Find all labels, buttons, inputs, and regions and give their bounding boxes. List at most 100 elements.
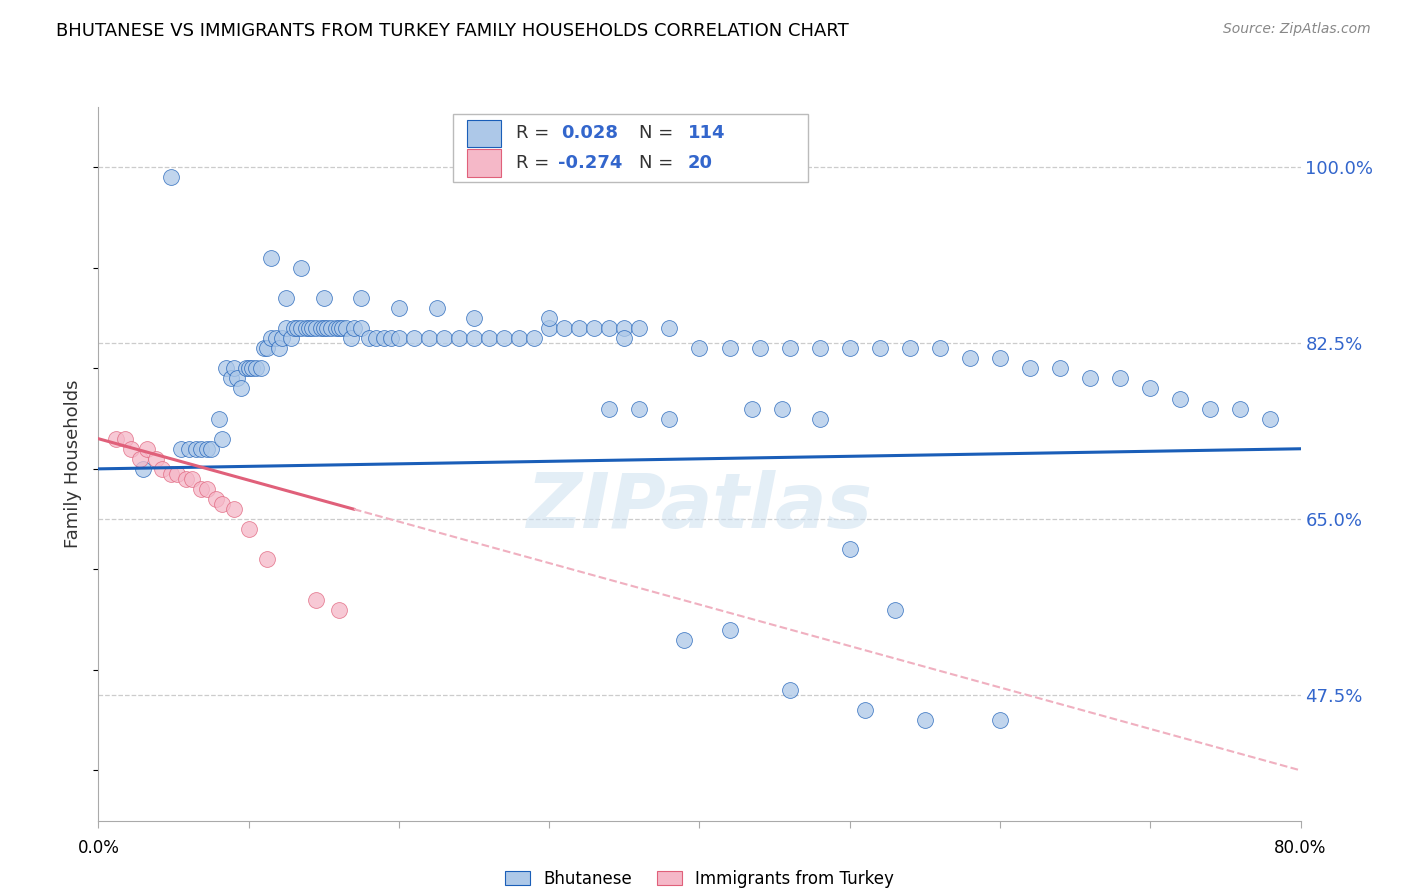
Bar [467,150,501,177]
Text: 20: 20 [688,154,713,172]
Point [869,341,891,355]
Point [779,683,801,698]
Point [222,502,245,516]
Point [245,361,267,376]
Point [748,341,770,355]
Text: 0.0%: 0.0% [77,838,120,856]
Point [350,321,373,335]
Point [121,442,143,456]
Point [328,602,350,616]
Text: BHUTANESE VS IMMIGRANTS FROM TURKEY FAMILY HOUSEHOLDS CORRELATION CHART: BHUTANESE VS IMMIGRANTS FROM TURKEY FAMI… [56,22,849,40]
Point [294,321,316,335]
Point [568,321,591,335]
Point [463,311,485,326]
Point [598,401,620,416]
Text: ZIPatlas: ZIPatlas [526,470,873,543]
Point [315,321,337,335]
Point [276,321,298,335]
Point [114,432,136,446]
Point [184,442,207,456]
Point [328,321,350,335]
Point [770,401,793,416]
Point [402,331,425,345]
Point [256,341,278,355]
Point [190,442,212,456]
Point [260,251,283,265]
Text: R =: R = [516,124,554,142]
Point [208,411,231,425]
Point [135,442,157,456]
Point [366,331,388,345]
Point [853,703,876,717]
Point [447,331,470,345]
Point [222,361,245,376]
Point [357,331,380,345]
Point [170,442,193,456]
Text: Source: ZipAtlas.com: Source: ZipAtlas.com [1223,22,1371,37]
Point [298,321,321,335]
Text: R =: R = [516,154,554,172]
Point [883,602,905,616]
Point [159,170,181,185]
Point [253,341,276,355]
Point [204,491,226,506]
Point [350,291,373,305]
Legend: Bhutanese, Immigrants from Turkey: Bhutanese, Immigrants from Turkey [498,863,901,892]
Point [325,321,347,335]
Point [658,321,681,335]
Point [433,331,456,345]
Point [628,321,651,335]
Text: N =: N = [640,154,679,172]
Point [301,321,323,335]
Point [838,341,860,355]
Text: -0.274: -0.274 [558,154,621,172]
Point [553,321,575,335]
Point [741,401,763,416]
Point [225,371,247,385]
Point [988,351,1011,366]
Point [190,482,212,496]
Point [132,462,155,476]
Point [689,341,711,355]
Point [583,321,606,335]
Point [330,321,353,335]
Point [1109,371,1132,385]
Point [628,401,651,416]
Point [718,341,741,355]
Point [1260,411,1282,425]
Point [264,331,287,345]
Point [673,632,696,647]
Point [238,522,260,536]
Point [195,482,218,496]
Point [808,341,831,355]
Point [658,411,681,425]
Point [238,361,260,376]
Point [321,321,343,335]
Text: N =: N = [640,124,679,142]
Point [211,432,233,446]
Point [959,351,981,366]
Point [211,497,233,511]
Point [598,321,620,335]
Point [177,442,200,456]
Point [1139,381,1161,395]
Point [215,361,238,376]
Point [898,341,921,355]
Point [256,552,278,566]
Point [929,341,952,355]
Point [718,623,741,637]
Point [463,331,485,345]
Point [343,321,366,335]
Point [200,442,222,456]
Point [373,331,395,345]
Point [838,542,860,557]
Point [305,321,328,335]
Point [231,381,253,395]
Point [380,331,402,345]
Point [1019,361,1042,376]
Point [166,467,188,481]
Point [779,341,801,355]
Point [105,432,128,446]
Point [180,472,202,486]
Point [219,371,242,385]
